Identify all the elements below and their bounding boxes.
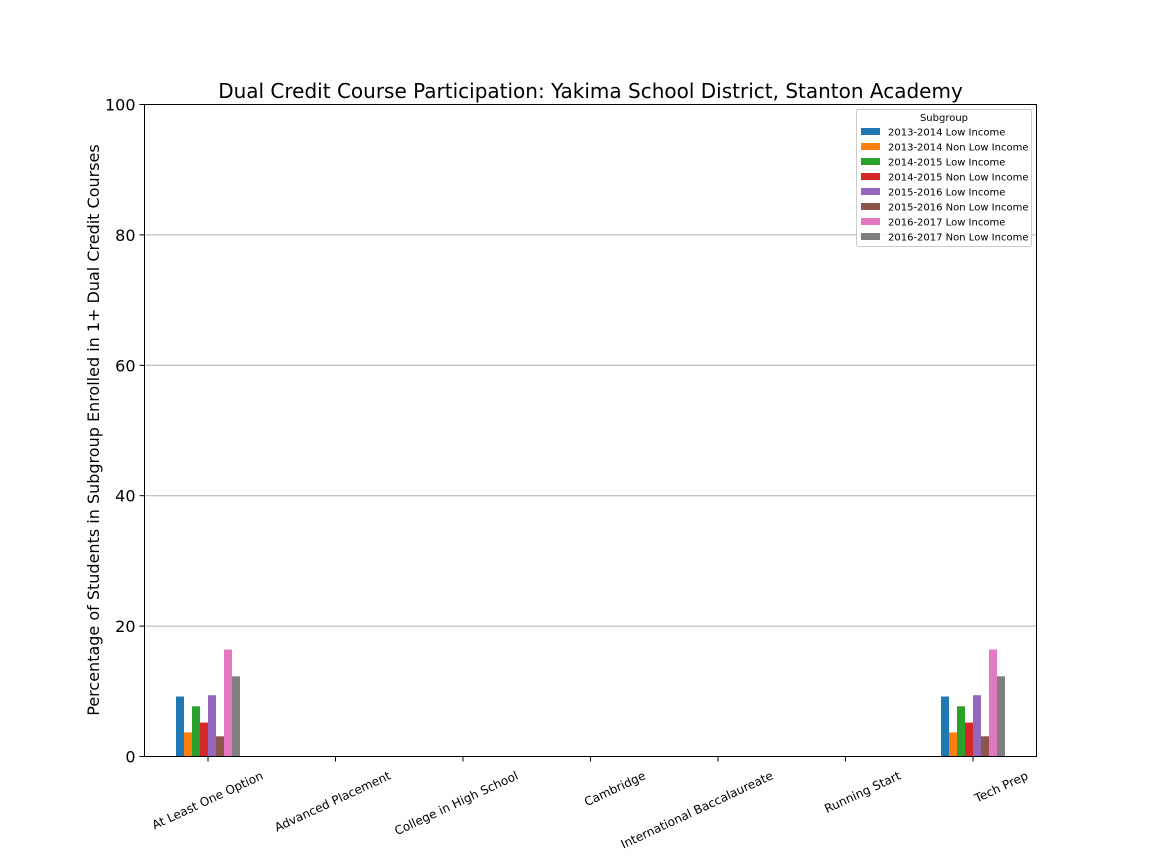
bar xyxy=(957,706,965,757)
legend-label: 2015-2016 Low Income xyxy=(888,188,1005,199)
legend-items: 2013-2014 Low Income 2013-2014 Non Low In… xyxy=(861,128,1028,244)
y-tick-label: 80 xyxy=(115,226,135,245)
bar xyxy=(981,736,989,757)
y-tick-label: 100 xyxy=(105,96,136,115)
y-tick-label: 20 xyxy=(115,617,135,636)
legend-swatch xyxy=(861,143,880,150)
chart-title: Dual Credit Course Participation: Yakima… xyxy=(218,79,963,103)
bar xyxy=(224,649,232,757)
x-tick-label: Cambridge xyxy=(582,769,648,810)
y-tick-label: 60 xyxy=(115,356,135,375)
y-tick-label: 40 xyxy=(115,487,135,506)
bar xyxy=(949,732,957,757)
x-axis-ticks: At Least One Option Advanced Placement Col… xyxy=(150,756,1030,852)
y-axis-ticks: 0 20 40 60 80 100 xyxy=(105,96,145,767)
y-tick-label: 0 xyxy=(125,748,135,767)
bar xyxy=(965,722,973,757)
bar xyxy=(232,676,240,757)
y-axis-label: Percentage of Students in Subgroup Enrol… xyxy=(84,144,103,715)
legend-swatch xyxy=(861,218,880,225)
bar xyxy=(216,736,224,757)
x-tick-label: Advanced Placement xyxy=(272,768,393,834)
legend-label: 2013-2014 Non Low Income xyxy=(888,143,1028,154)
legend-swatch xyxy=(861,128,880,135)
bar xyxy=(997,676,1005,757)
legend-swatch xyxy=(861,233,880,240)
legend-label: 2014-2015 Low Income xyxy=(888,158,1005,169)
bar xyxy=(989,649,997,757)
gridlines xyxy=(144,234,1037,627)
bar xyxy=(200,722,208,757)
x-tick-label: Tech Prep xyxy=(971,769,1030,806)
legend-label: 2013-2014 Low Income xyxy=(888,128,1005,139)
legend-swatch xyxy=(861,173,880,180)
legend-frame xyxy=(856,109,1032,247)
legend-swatch xyxy=(861,158,880,165)
legend-swatch xyxy=(861,203,880,210)
bar xyxy=(176,696,184,757)
x-tick-label: College in High School xyxy=(392,769,520,839)
legend: Subgroup 2013-2014 Low Income 2013-2014 N… xyxy=(856,109,1032,247)
x-tick-label: Running Start xyxy=(822,768,903,816)
legend-label: 2016-2017 Low Income xyxy=(888,218,1005,229)
bar xyxy=(184,732,192,757)
bar xyxy=(192,706,200,757)
legend-label: 2014-2015 Non Low Income xyxy=(888,173,1028,184)
bar xyxy=(973,695,981,757)
legend-swatch xyxy=(861,188,880,195)
legend-title: Subgroup xyxy=(920,113,968,124)
bar xyxy=(208,695,216,757)
legend-label: 2016-2017 Non Low Income xyxy=(888,233,1028,244)
bars xyxy=(176,649,1005,757)
x-tick-label: At Least One Option xyxy=(150,769,265,833)
legend-label: 2015-2016 Non Low Income xyxy=(888,203,1028,214)
bar xyxy=(941,696,949,757)
